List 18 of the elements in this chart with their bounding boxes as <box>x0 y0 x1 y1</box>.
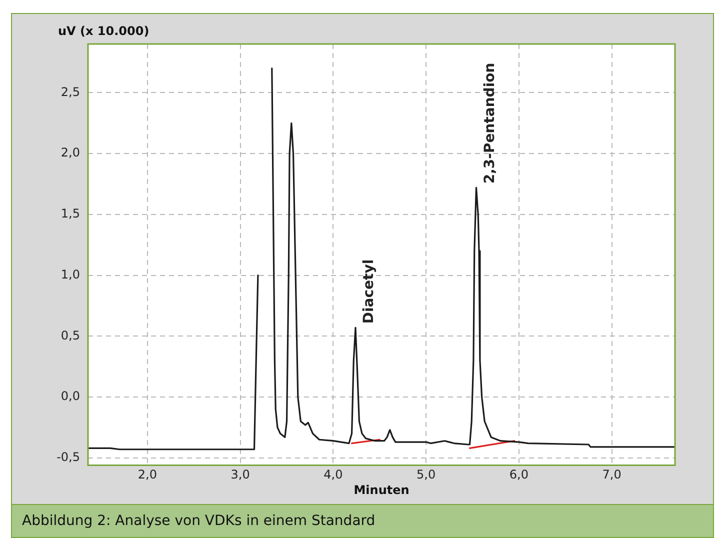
y-tick-label: 0,5 <box>60 328 80 342</box>
y-axis-title: uV (x 10.000) <box>58 24 150 38</box>
y-tick-label: 2,5 <box>60 84 80 99</box>
y-tick-label: -0,5 <box>56 450 80 464</box>
x-tick-label: 2,0 <box>138 468 157 482</box>
x-tick-label: 3,0 <box>230 468 250 482</box>
x-axis-title: Minuten <box>354 482 410 497</box>
y-tick-label: 1,0 <box>60 267 80 282</box>
y-tick-label: 0,0 <box>60 389 80 404</box>
x-tick-label: 4,0 <box>324 468 343 482</box>
x-tick-label: 7,0 <box>602 468 622 482</box>
x-tick-label: 5,0 <box>416 468 436 482</box>
y-tick-label: 2,0 <box>60 146 80 160</box>
annotation: 2,3-Pentandion <box>482 62 498 184</box>
y-tick-label: 1,5 <box>60 206 80 221</box>
x-tick-label: 6,0 <box>509 468 529 482</box>
annotation: Diacetyl <box>361 259 378 324</box>
text: Abbildung 2: Analyse von VDKs in einem Standard <box>12 504 713 537</box>
